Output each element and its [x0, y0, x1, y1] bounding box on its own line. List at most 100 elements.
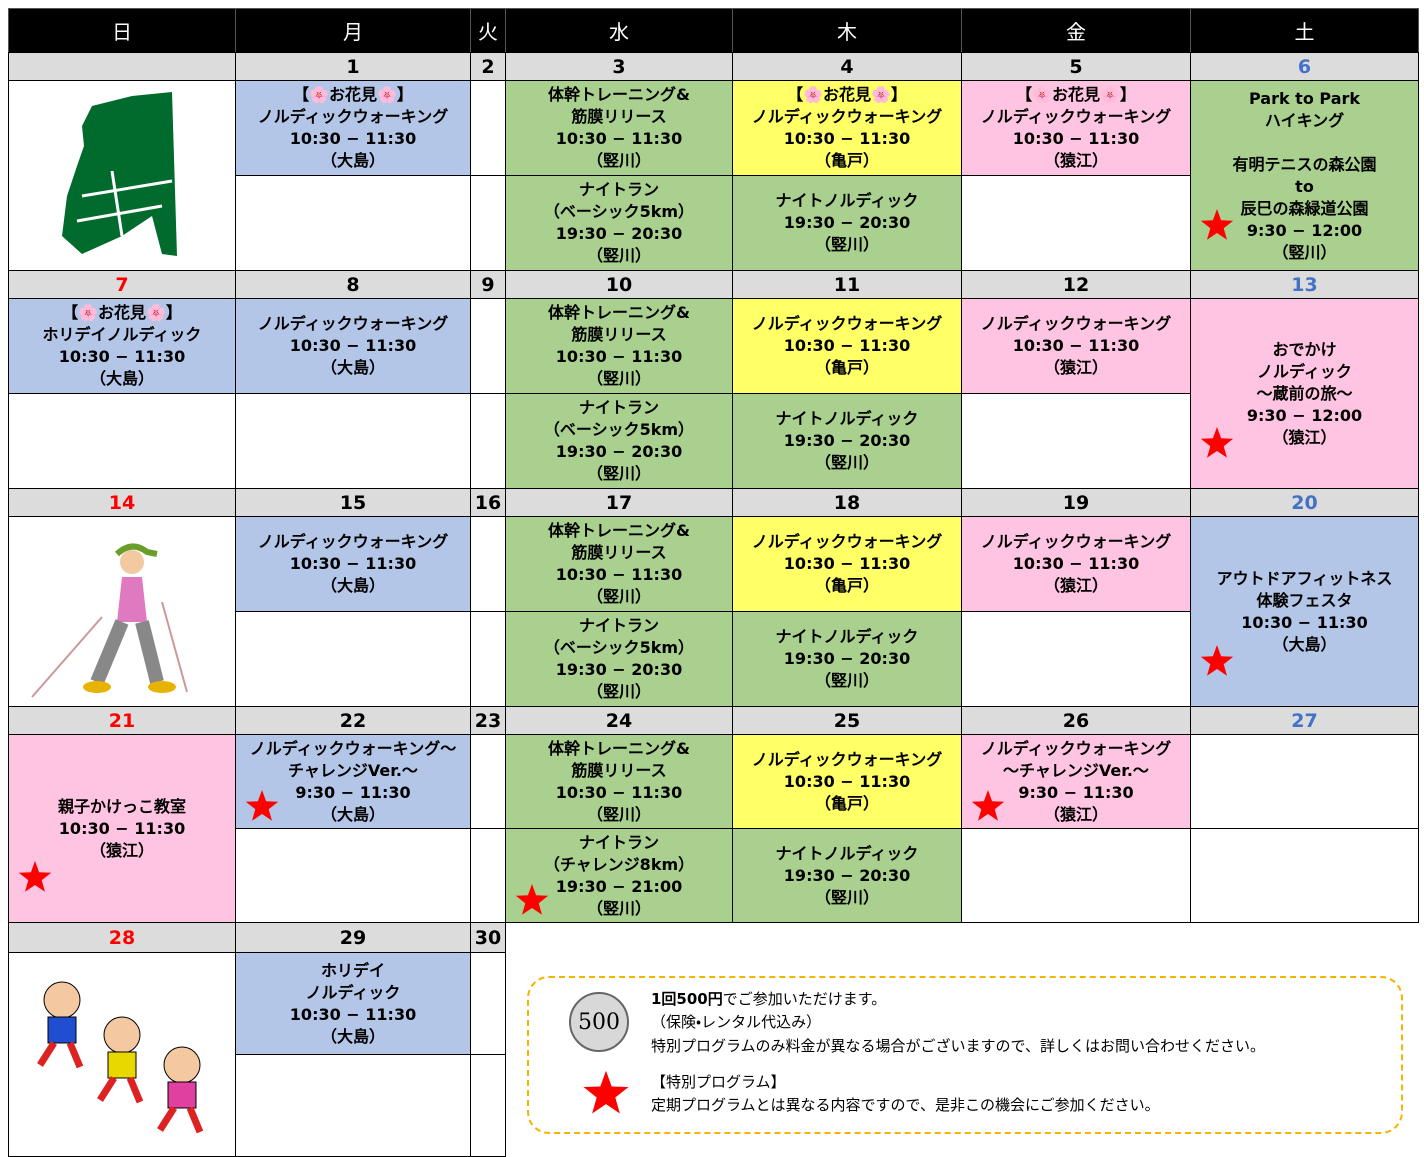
empty-cell — [235, 611, 471, 707]
event-text: （大島） — [320, 804, 385, 824]
event-text: （竪川） — [586, 682, 651, 701]
special-star — [1200, 644, 1234, 676]
note-line: 定期プログラムとは異なる内容ですので、是非この機会にご参加ください。 — [651, 1096, 1160, 1114]
event-text: 10:30 − 11:30 — [1241, 612, 1368, 632]
event-text: ノルディックウォーキング — [751, 532, 943, 551]
event-text: 10:30 − 11:30 — [783, 554, 911, 573]
event-text: ノルディックウォーキング〜 — [249, 738, 457, 758]
special-star — [245, 789, 279, 821]
event-text: （亀戸） — [814, 793, 879, 813]
empty-cell — [235, 393, 471, 489]
event-text: （大島） — [1272, 634, 1337, 654]
date-cell: 9 — [470, 270, 506, 299]
event-cell: ナイトノルディック 19:30 − 20:30 （竪川） — [732, 175, 962, 271]
event-cell: 【🌸お花見🌸】 ノルディックウォーキング 10:30 − 11:30 （猿江） — [961, 80, 1191, 176]
empty-cell — [470, 516, 506, 612]
date-cell: 17 — [505, 488, 733, 517]
event-text: 筋膜リリース — [571, 760, 667, 780]
date-cell: 5 — [961, 52, 1191, 81]
event-text: 10:30 − 11:30 — [1012, 129, 1140, 148]
date-cell: 13 — [1190, 270, 1419, 299]
date-cell: 10 — [505, 270, 733, 299]
event-cell: ノルディックウォーキング 10:30 − 11:30 （大島） — [235, 516, 471, 612]
event-text: （猿江） — [89, 840, 154, 860]
event-text: （大島） — [320, 358, 385, 377]
date-cell: 21 — [8, 706, 236, 735]
event-text: 19:30 − 20:30 — [783, 865, 911, 885]
event-text: 〜チャレンジVer.〜 — [1003, 760, 1149, 780]
empty-cell — [1190, 734, 1419, 829]
date-cell: 1 — [235, 52, 471, 81]
note-line: 【特別プログラム】 — [651, 1073, 786, 1091]
event-text: 筋膜リリース — [571, 107, 667, 126]
empty-cell — [470, 952, 506, 1055]
empty-cell — [1190, 828, 1419, 923]
event-text: 【🌸お花見🌸】 — [293, 85, 413, 104]
note-box: 500 1回500円でご参加いただけます。 （保険・レンタル代込み） 特別プログラムの… — [527, 976, 1403, 1134]
event-text: （亀戸） — [814, 151, 879, 170]
event-text: 筋膜リリース — [571, 543, 667, 562]
event-text: 10:30 − 11:30 — [289, 336, 417, 355]
event-cell: 【🌸お花見🌸】 ホリデイノルディック 10:30 − 11:30 （大島） — [8, 298, 236, 394]
event-text: （猿江） — [1043, 358, 1108, 377]
event-text: 10:30 − 11:30 — [58, 347, 186, 366]
empty-cell — [470, 298, 506, 394]
event-text: 筋膜リリース — [571, 325, 667, 344]
date-cell: 24 — [505, 706, 733, 735]
event-text: ノルディックウォーキング — [257, 107, 449, 126]
event-text: ノルディック — [1257, 361, 1352, 381]
empty-cell — [961, 828, 1191, 923]
weekday-header: 月 — [235, 8, 471, 53]
event-cell: ノルディックウォーキング 10:30 − 11:30 （亀戸） — [732, 516, 962, 612]
event-text: 【🌸お花見🌸】 — [62, 303, 182, 322]
date-cell: 27 — [1190, 706, 1419, 735]
empty-cell — [470, 393, 506, 489]
event-text: （猿江） — [1272, 427, 1337, 447]
event-text: 体幹トレーニング& — [548, 738, 690, 758]
event-text: ノルディックウォーキング — [980, 107, 1172, 126]
event-text: （竪川） — [1272, 242, 1337, 262]
empty-cell — [470, 828, 506, 923]
event-text: 19:30 − 20:30 — [783, 649, 911, 668]
event-text: 10:30 − 11:30 — [1012, 336, 1140, 355]
date-cell: 12 — [961, 270, 1191, 299]
date-cell: 30 — [470, 922, 506, 953]
event-text: ホリデイノルディック — [42, 325, 202, 344]
date-cell: 14 — [8, 488, 236, 517]
empty-cell — [470, 734, 506, 829]
event-text: （ベーシック5km） — [543, 202, 695, 221]
event-text: （ベーシック5km） — [543, 638, 695, 657]
event-text: 辰巳の森緑道公園 — [1240, 198, 1369, 218]
event-text: 10:30 − 11:30 — [289, 1004, 417, 1024]
event-text: 19:30 − 20:30 — [783, 213, 911, 232]
event-text: ホリデイ — [320, 960, 385, 980]
event-text: ノルディックウォーキング — [980, 314, 1172, 333]
event-cell: ノルディックウォーキング 10:30 − 11:30 （亀戸） — [732, 298, 962, 394]
note-line: 特別プログラムのみ料金が異なる場合がございますので、詳しくはお問い合わせください… — [651, 1037, 1265, 1055]
date-cell: 4 — [732, 52, 962, 81]
note-line: 1回500円でご参加いただけます。 — [651, 988, 886, 1009]
weekday-header: 土 — [1190, 8, 1419, 53]
event-cell: ノルディックウォーキング〜 チャレンジVer.〜 9:30 − 11:30 （大島） — [235, 734, 471, 829]
illustration — [31, 543, 188, 698]
event-text: （竪川） — [814, 235, 879, 254]
empty-cell — [235, 828, 471, 923]
event-text: 9:30 − 12:00 — [1246, 405, 1363, 425]
date-cell: 22 — [235, 706, 471, 735]
event-text: おでかけ — [1272, 339, 1337, 359]
event-text: 10:30 − 11:30 — [783, 129, 911, 148]
event-text: （猿江） — [1043, 804, 1108, 824]
event-cell: ノルディックウォーキング 10:30 − 11:30 （亀戸） — [732, 734, 962, 829]
event-text: （大島） — [320, 576, 385, 595]
event-text: 10:30 − 11:30 — [58, 818, 186, 838]
event-text: ナイトノルディック — [775, 627, 919, 646]
event-cell: おでかけ ノルディック 〜蔵前の旅〜 9:30 − 12:00 （猿江） — [1190, 298, 1419, 489]
event-text: Park to Park — [1248, 88, 1361, 108]
event-text: ノルディックウォーキング — [751, 749, 943, 769]
event-text: ナイトノルディック — [775, 409, 919, 428]
event-cell: 【🌸お花見🌸】 ノルディックウォーキング 10:30 − 11:30 （大島） — [235, 80, 471, 176]
event-text: 9:30 − 12:00 — [1246, 220, 1363, 240]
event-text: ノルディックウォーキング — [751, 107, 943, 126]
event-text: 10:30 − 11:30 — [555, 347, 683, 366]
